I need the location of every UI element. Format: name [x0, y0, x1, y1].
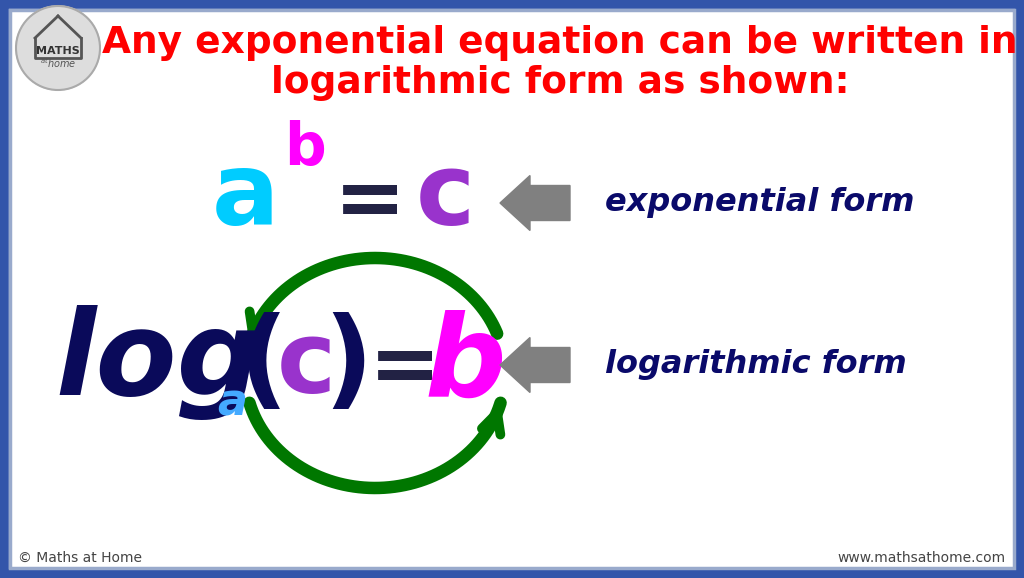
Text: MATHS: MATHS	[36, 46, 80, 56]
Text: logarithmic form: logarithmic form	[605, 350, 906, 380]
Text: Any exponential equation can be written in: Any exponential equation can be written …	[102, 25, 1018, 61]
Circle shape	[16, 6, 100, 90]
Text: log: log	[55, 306, 261, 421]
Text: =: =	[334, 161, 407, 244]
Text: www.mathsathome.com: www.mathsathome.com	[838, 551, 1006, 565]
Text: $^{at}$home: $^{at}$home	[40, 56, 76, 70]
Text: c: c	[416, 150, 475, 246]
Text: =: =	[369, 327, 441, 409]
Text: b: b	[424, 309, 506, 421]
Text: exponential form: exponential form	[605, 187, 914, 218]
Text: logarithmic form as shown:: logarithmic form as shown:	[270, 65, 849, 101]
Text: a: a	[211, 150, 279, 246]
Text: b: b	[284, 120, 326, 176]
Text: ): )	[324, 312, 373, 418]
FancyBboxPatch shape	[4, 4, 1020, 574]
Text: © Maths at Home: © Maths at Home	[18, 551, 142, 565]
FancyArrow shape	[500, 176, 570, 231]
Text: c: c	[276, 317, 336, 413]
Text: a: a	[217, 381, 247, 424]
FancyArrow shape	[500, 338, 570, 392]
Text: (: (	[239, 312, 288, 418]
